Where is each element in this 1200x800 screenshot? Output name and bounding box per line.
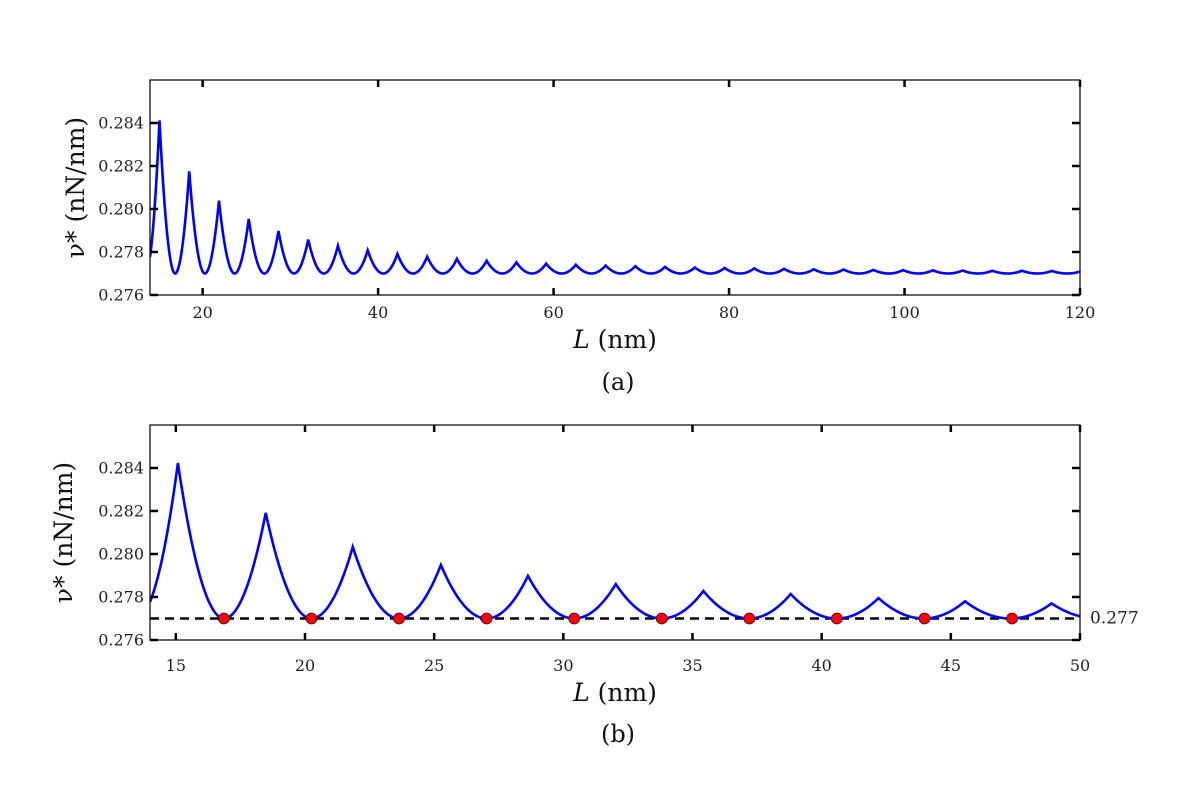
x-tick-label: 80 xyxy=(719,303,739,322)
x-tick-label: 20 xyxy=(192,303,212,322)
panel-a: 20 40 60 80 100 120 0.276 0.278 0.280 0.282 0.284 L… xyxy=(98,79,1096,396)
plot-frame xyxy=(149,424,1081,641)
minimum-marker xyxy=(831,612,843,625)
x-axis-symbol: L xyxy=(572,678,590,707)
minimum-marker xyxy=(305,612,318,625)
panel-caption: (a) xyxy=(601,368,634,396)
minimum-marker xyxy=(918,612,931,625)
y-tick-label: 0.280 xyxy=(98,545,144,564)
x-axis-unit: (nm) xyxy=(590,325,657,354)
x-tick-label: 15 xyxy=(166,656,186,675)
minimum-marker xyxy=(480,612,493,625)
minimum-marker xyxy=(568,612,581,625)
minimum-marker xyxy=(743,612,756,625)
minimum-marker xyxy=(1006,612,1018,625)
minimum-marker xyxy=(393,612,405,625)
plot-frame xyxy=(149,79,1081,296)
x-tick-label: 40 xyxy=(811,656,831,675)
x-tick-label: 30 xyxy=(553,656,573,675)
panel-caption: (b) xyxy=(601,720,635,748)
minimum-marker xyxy=(655,612,668,625)
x-axis-symbol: L xyxy=(572,325,590,354)
x-tick-label: 120 xyxy=(1065,303,1096,322)
x-tick-label: 100 xyxy=(889,303,920,322)
y-axis-label-b: ν* (nN/nm) xyxy=(49,462,78,603)
y-axis-label-a: ν* (nN/nm) xyxy=(61,117,90,258)
x-axis-unit: (nm) xyxy=(590,678,657,707)
x-tick-label: 45 xyxy=(941,656,961,675)
series-line xyxy=(150,120,1080,275)
series-line xyxy=(150,462,1080,620)
minimum-marker xyxy=(217,612,230,625)
y-tick-label: 0.280 xyxy=(98,200,144,219)
y-tick-label: 0.282 xyxy=(98,502,144,521)
reference-line-label: 0.277 xyxy=(1090,609,1139,629)
y-tick-label: 0.282 xyxy=(98,157,144,176)
panel-b: 0.277 15 20 25 30 35 40 45 50 0.276 0.278 0.280 0.28… xyxy=(98,424,1139,748)
y-tick-label: 0.278 xyxy=(98,243,144,262)
x-tick-label: 60 xyxy=(543,303,563,322)
y-tick-label: 0.278 xyxy=(98,588,144,607)
y-tick-label: 0.284 xyxy=(98,459,144,478)
x-axis-label: L (nm) xyxy=(572,325,657,354)
x-tick-label: 50 xyxy=(1070,656,1090,675)
x-tick-label: 35 xyxy=(682,656,702,675)
x-axis-label: L (nm) xyxy=(572,678,657,707)
x-tick-label: 40 xyxy=(368,303,388,322)
y-tick-label: 0.284 xyxy=(98,114,144,133)
y-tick-label: 0.276 xyxy=(98,631,144,650)
x-tick-label: 20 xyxy=(295,656,315,675)
x-tick-label: 25 xyxy=(424,656,444,675)
y-tick-label: 0.276 xyxy=(98,286,144,305)
